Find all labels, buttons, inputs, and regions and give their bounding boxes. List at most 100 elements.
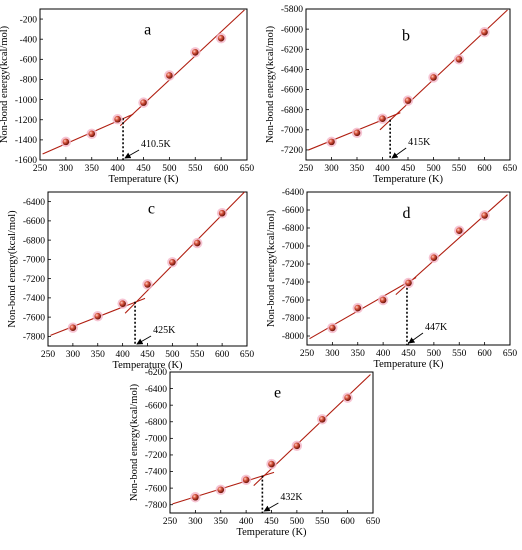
y-tick-label: -6600 — [23, 217, 45, 227]
x-tick-label: 350 — [351, 349, 366, 359]
data-point — [379, 296, 387, 304]
data-point — [114, 115, 121, 123]
y-tick-label: -400 — [20, 35, 38, 45]
y-tick-label: -6800 — [282, 224, 304, 234]
panel-e: 250 300 350 400 450 500 550 600 650 -7800 -7600 -74… — [129, 368, 380, 538]
data-point — [329, 324, 336, 332]
y-tick-label: -7200 — [23, 275, 45, 285]
x-tick-label: 350 — [85, 164, 100, 174]
y-tick-label: -7200 — [145, 451, 167, 461]
y-tick-label: -1600 — [15, 156, 37, 166]
x-tick-label: 500 — [426, 164, 441, 174]
x-tick-label: 500 — [427, 349, 442, 359]
data-point — [242, 476, 250, 484]
transition-label: 447K — [425, 322, 448, 333]
transition-arrow — [124, 149, 140, 159]
data-point — [404, 97, 412, 104]
data-point — [191, 48, 199, 56]
data-point — [481, 28, 488, 36]
transition-arrow — [391, 147, 407, 159]
panel-b: 250 300 350 400 450 500 550 600 650 -7200 -7000 -68… — [265, 5, 517, 185]
y-tick-label: -600 — [20, 56, 38, 66]
x-tick-label: 300 — [325, 349, 340, 359]
x-tick-label: 300 — [59, 164, 74, 174]
data-point — [405, 279, 412, 287]
data-point — [69, 324, 77, 332]
x-axis-label: Temperature (K) — [108, 174, 179, 185]
data-point — [268, 460, 275, 468]
x-tick-label: 250 — [41, 350, 56, 360]
y-tick-label: -7000 — [23, 256, 45, 266]
x-tick-label: 450 — [136, 164, 151, 174]
x-tick-label: 250 — [33, 164, 48, 174]
x-tick-label: 350 — [91, 350, 106, 360]
data-point — [430, 254, 438, 261]
transition-arrow — [136, 335, 152, 345]
data-point — [293, 442, 301, 450]
data-point — [140, 99, 147, 106]
data-point — [353, 129, 361, 137]
y-tick-label: -7800 — [145, 501, 167, 511]
y-tick-label: -7800 — [23, 333, 45, 343]
y-tick-label: -6600 — [281, 86, 303, 96]
x-axis-label: Temperature (K) — [373, 174, 444, 185]
y-tick-label: -1000 — [15, 96, 37, 106]
y-tick-label: -6200 — [145, 368, 167, 378]
x-tick-label: 650 — [503, 164, 518, 174]
panel-label: a — [144, 22, 151, 39]
x-axis-label: Temperature (K) — [112, 360, 183, 371]
y-tick-label: -6400 — [282, 188, 304, 198]
y-axis-label: Non-bond energy(kcal/mol) — [7, 210, 18, 328]
x-tick-label: 400 — [116, 350, 131, 360]
data-point — [318, 415, 326, 423]
x-tick-label: 550 — [188, 164, 203, 174]
data-point — [62, 138, 70, 146]
x-axis-label: Temperature (K) — [236, 527, 307, 538]
x-tick-label: 600 — [215, 350, 230, 360]
panel-c: 250 300 350 400 450 500 550 600 650 -7800 -7600 -74… — [7, 191, 255, 371]
x-tick-label: 550 — [190, 350, 205, 360]
y-tick-label: -1400 — [15, 136, 37, 146]
y-axis-label: Non-bond energy(kcal/mol) — [265, 25, 276, 143]
data-point — [144, 281, 151, 288]
y-tick-label: -6800 — [145, 418, 167, 428]
x-tick-label: 500 — [165, 350, 180, 360]
data-point — [218, 209, 226, 217]
panel-a: 250 300 350 400 450 500 550 600 650 -1600 -1400 -12… — [0, 8, 255, 185]
y-tick-label: -6000 — [281, 25, 303, 35]
x-tick-label: 250 — [299, 164, 314, 174]
x-tick-label: 550 — [315, 517, 330, 527]
y-tick-label: -7000 — [145, 435, 167, 445]
y-tick-label: -6600 — [282, 206, 304, 216]
x-tick-label: 650 — [366, 517, 381, 527]
y-tick-label: -7000 — [282, 242, 304, 252]
data-point — [94, 312, 102, 320]
transition-label: 415K — [408, 137, 431, 148]
x-tick-label: 350 — [214, 517, 229, 527]
y-tick-label: -7400 — [145, 468, 167, 478]
x-tick-label: 250 — [163, 517, 178, 527]
y-tick-label: -6800 — [281, 106, 303, 116]
data-point — [379, 115, 386, 123]
fit-line-high-temperature — [379, 9, 508, 131]
x-tick-label: 550 — [452, 164, 467, 174]
x-tick-label: 650 — [240, 164, 255, 174]
y-tick-label: -800 — [20, 76, 38, 86]
x-tick-label: 600 — [341, 517, 356, 527]
transition-arrow — [263, 502, 279, 512]
y-tick-label: -6600 — [145, 401, 167, 411]
panel-d: 250 300 350 400 450 500 550 600 650 -8000 -7800 -76… — [266, 188, 517, 370]
data-point — [217, 486, 225, 494]
y-tick-label: -6400 — [281, 66, 303, 76]
x-tick-label: 300 — [188, 517, 203, 527]
data-point — [481, 212, 488, 219]
y-tick-label: -6200 — [281, 45, 303, 55]
y-tick-label: -6400 — [145, 385, 167, 395]
x-tick-label: 650 — [240, 350, 255, 360]
x-axis-label: Temperature (K) — [373, 359, 444, 370]
x-tick-label: 450 — [264, 517, 279, 527]
x-tick-label: 450 — [140, 350, 155, 360]
data-point — [455, 56, 463, 63]
transition-label: 432K — [280, 492, 303, 503]
y-tick-label: -7200 — [281, 146, 303, 156]
